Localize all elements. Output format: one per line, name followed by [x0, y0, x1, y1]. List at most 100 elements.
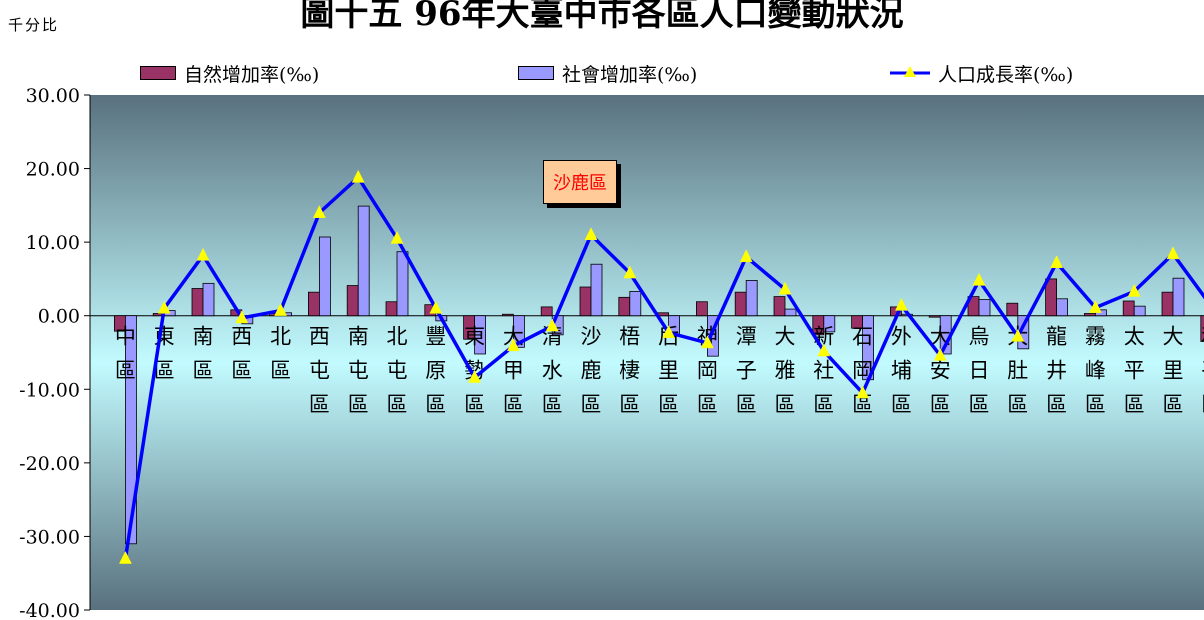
category-label-char: 鹿: [581, 359, 602, 383]
bar-social: [630, 291, 641, 315]
bar-natural: [929, 316, 940, 317]
category-label-char: 平: [1124, 359, 1145, 383]
category-label-char: 區: [503, 393, 524, 417]
y-tick-label: -30.00: [19, 526, 80, 548]
category-label-char: 東: [464, 325, 485, 349]
category-label-char: 屯: [309, 359, 330, 383]
category-label-char: 區: [270, 359, 291, 383]
category-label-char: 區: [658, 393, 679, 417]
category-label-char: 區: [969, 393, 990, 417]
bar-natural: [347, 286, 358, 316]
category-label-char: 甲: [503, 359, 524, 383]
plot-area: [90, 95, 1204, 610]
bar-social: [358, 206, 369, 316]
category-label-char: 區: [231, 359, 252, 383]
category-label-char: 安: [930, 359, 951, 383]
category-label-char: 埔: [891, 359, 912, 383]
category-label-char: 峰: [1085, 359, 1106, 383]
category-label-char: 區: [464, 393, 485, 417]
category-label-char: 區: [387, 393, 408, 417]
y-tick-label: -40.00: [19, 600, 80, 620]
bar-social: [979, 300, 990, 316]
bar-social: [746, 280, 757, 315]
category-label-char: 原: [425, 359, 446, 383]
bar-natural: [619, 297, 630, 315]
category-label-char: 屯: [348, 359, 369, 383]
category-label-char: 區: [193, 359, 214, 383]
bar-natural: [1007, 303, 1018, 316]
category-label-char: 石: [852, 325, 873, 349]
category-label-char: 井: [1046, 359, 1067, 383]
bar-social: [397, 252, 408, 316]
y-tick-label: 20.00: [26, 159, 80, 181]
category-label-char: 區: [1124, 393, 1145, 417]
bar-natural: [735, 292, 746, 316]
category-label-char: 雅: [775, 359, 796, 383]
bar-natural: [502, 314, 513, 315]
bar-natural: [1123, 301, 1134, 316]
category-label-char: 肚: [1007, 359, 1028, 383]
category-label-char: 區: [542, 393, 563, 417]
category-label-char: 水: [542, 359, 563, 383]
category-label-char: 烏: [969, 325, 990, 349]
bar-social: [1134, 306, 1145, 316]
bar-natural: [774, 297, 785, 316]
category-label-char: 區: [1007, 393, 1028, 417]
y-tick-label: 0.00: [38, 306, 80, 328]
category-label-char: 南: [348, 325, 369, 349]
bar-natural: [386, 302, 397, 316]
category-label-char: 區: [930, 393, 951, 417]
bar-natural: [541, 307, 552, 316]
category-label-char: 區: [736, 393, 757, 417]
category-label-char: 豐: [425, 325, 446, 349]
bar-social: [203, 283, 214, 315]
y-tick-label: 10.00: [26, 232, 80, 254]
category-label-char: 龍: [1046, 325, 1067, 349]
category-label-char: 區: [697, 393, 718, 417]
category-label-char: 區: [619, 393, 640, 417]
category-label-char: 霧: [1085, 325, 1106, 349]
category-label-char: 太: [1124, 325, 1145, 349]
bar-natural: [1162, 292, 1173, 316]
category-label-char: 區: [309, 393, 330, 417]
y-tick-label: 30.00: [26, 85, 80, 107]
bar-natural: [1084, 314, 1095, 316]
category-label-char: 日: [969, 359, 990, 383]
category-label-char: 岡: [697, 359, 718, 383]
category-label-char: 子: [736, 359, 757, 383]
category-label-char: 外: [891, 325, 912, 349]
category-label-char: 區: [775, 393, 796, 417]
category-label-char: 區: [1046, 393, 1067, 417]
category-label-char: 西: [309, 325, 330, 349]
bar-social: [1057, 299, 1068, 316]
category-label-char: 潭: [736, 325, 757, 349]
category-label-char: 大: [1163, 325, 1184, 349]
category-label-char: 區: [115, 359, 136, 383]
bar-natural: [192, 288, 203, 315]
category-label-char: 屯: [387, 359, 408, 383]
bar-natural: [580, 287, 591, 316]
bar-natural: [696, 302, 707, 316]
y-tick-label: -20.00: [19, 453, 80, 475]
bar-social: [1173, 278, 1184, 316]
category-label-char: 北: [270, 325, 291, 349]
bar-social: [591, 264, 602, 316]
category-label-char: 區: [891, 393, 912, 417]
y-tick-label: -10.00: [19, 379, 80, 401]
category-label-char: 梧: [619, 325, 640, 349]
category-label-char: 區: [348, 393, 369, 417]
callout-annotation: 沙鹿區: [543, 160, 617, 204]
category-label-char: 大: [775, 325, 796, 349]
category-label-char: 棲: [619, 359, 640, 383]
bar-social: [319, 237, 330, 316]
category-label-char: 南: [193, 325, 214, 349]
bar-natural: [308, 292, 319, 316]
category-label-char: 中: [115, 325, 136, 349]
category-label-char: 區: [581, 393, 602, 417]
category-label-char: 沙: [581, 325, 602, 349]
category-label-char: 區: [1163, 393, 1184, 417]
bar-natural: [1046, 279, 1057, 316]
bar-social: [785, 309, 796, 316]
category-label-char: 里: [658, 359, 679, 383]
